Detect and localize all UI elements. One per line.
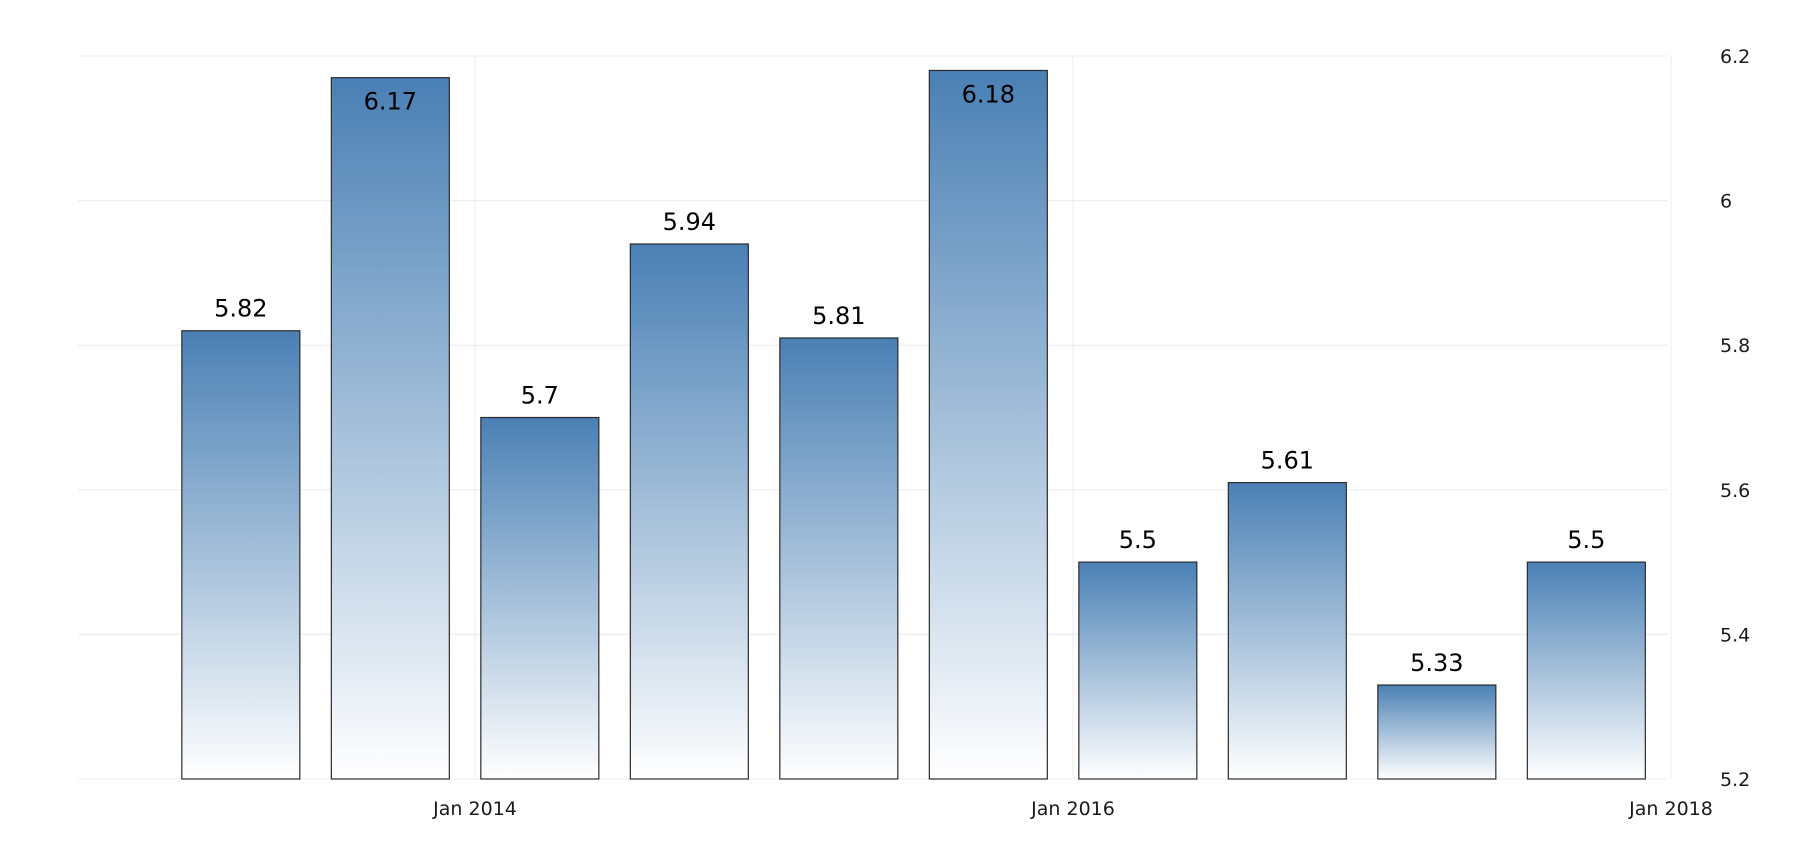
y-tick-label: 5.8 [1720, 335, 1750, 357]
x-tick-label: Jan 2018 [1628, 798, 1713, 820]
x-tick-label: Jan 2016 [1030, 798, 1115, 820]
y-axis: 5.2 5.4 5.6 5.8 6 6.2 [1720, 46, 1750, 791]
y-tick-label: 5.4 [1720, 624, 1750, 646]
bar [480, 416, 600, 780]
y-tick-label: 6.2 [1720, 46, 1750, 68]
y-tick-label: 6 [1720, 191, 1732, 213]
data-label: 5.94 [663, 208, 716, 236]
x-tick-label: Jan 2014 [432, 798, 517, 820]
data-label: 5.81 [812, 302, 865, 330]
data-label: 5.82 [214, 295, 267, 323]
bar [330, 77, 450, 780]
x-axis: Jan 2014 Jan 2016 Jan 2018 [432, 798, 1713, 820]
y-tick-label: 5.6 [1720, 480, 1750, 502]
data-label: 5.7 [521, 382, 559, 410]
bar [1078, 561, 1198, 780]
bar [1377, 684, 1497, 780]
bar [181, 330, 301, 780]
data-label: 6.18 [962, 80, 1015, 108]
bar [928, 69, 1048, 780]
data-labels: 5.82 6.17 5.7 5.94 5.81 6.18 5.5 5.61 5.33 5.5 [214, 80, 1605, 677]
bar [779, 337, 899, 780]
y-tick-label: 5.2 [1720, 769, 1750, 791]
bar [1227, 481, 1347, 780]
data-label: 6.17 [364, 88, 417, 116]
bar [629, 243, 749, 780]
bar [1526, 561, 1646, 780]
bars [181, 69, 1646, 780]
data-label: 5.61 [1261, 447, 1314, 475]
data-label: 5.5 [1567, 526, 1605, 554]
data-label: 5.5 [1119, 526, 1157, 554]
data-label: 5.33 [1410, 649, 1463, 677]
